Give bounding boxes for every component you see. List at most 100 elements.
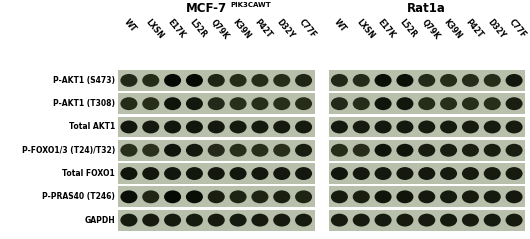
Text: WT: WT: [122, 18, 138, 34]
Text: Q79K: Q79K: [420, 18, 441, 41]
Ellipse shape: [484, 167, 501, 180]
Ellipse shape: [396, 144, 413, 157]
Ellipse shape: [186, 214, 203, 227]
Ellipse shape: [208, 144, 225, 157]
Ellipse shape: [120, 167, 137, 180]
Ellipse shape: [375, 214, 392, 227]
Text: PIK3CAWT: PIK3CAWT: [230, 2, 271, 8]
Ellipse shape: [375, 144, 392, 157]
Ellipse shape: [506, 190, 523, 203]
Ellipse shape: [273, 144, 290, 157]
Text: Total AKT1: Total AKT1: [69, 122, 115, 131]
Ellipse shape: [396, 120, 413, 133]
Ellipse shape: [506, 97, 523, 110]
Text: Rat1a: Rat1a: [408, 2, 446, 15]
Ellipse shape: [186, 167, 203, 180]
Ellipse shape: [164, 74, 181, 87]
Ellipse shape: [229, 190, 246, 203]
Ellipse shape: [251, 120, 268, 133]
Ellipse shape: [353, 144, 370, 157]
Text: E17K: E17K: [166, 18, 187, 40]
Ellipse shape: [120, 74, 137, 87]
Ellipse shape: [375, 167, 392, 180]
Text: P-AKT1 (T308): P-AKT1 (T308): [53, 99, 115, 108]
Ellipse shape: [186, 120, 203, 133]
Ellipse shape: [208, 214, 225, 227]
Ellipse shape: [164, 144, 181, 157]
Ellipse shape: [273, 97, 290, 110]
Ellipse shape: [229, 214, 246, 227]
Ellipse shape: [229, 120, 246, 133]
Text: GAPDH: GAPDH: [84, 216, 115, 225]
Ellipse shape: [418, 97, 435, 110]
Ellipse shape: [484, 97, 501, 110]
Text: Total FOXO1: Total FOXO1: [62, 169, 115, 178]
Ellipse shape: [229, 167, 246, 180]
Ellipse shape: [353, 97, 370, 110]
Ellipse shape: [462, 74, 479, 87]
Ellipse shape: [208, 74, 225, 87]
Ellipse shape: [353, 74, 370, 87]
Bar: [329, 163, 525, 184]
Ellipse shape: [506, 214, 523, 227]
Ellipse shape: [295, 97, 312, 110]
Ellipse shape: [273, 167, 290, 180]
Ellipse shape: [462, 120, 479, 133]
Text: K39N: K39N: [231, 18, 253, 41]
Bar: [118, 186, 314, 207]
Text: L52R: L52R: [398, 18, 419, 40]
Ellipse shape: [506, 144, 523, 157]
Ellipse shape: [273, 120, 290, 133]
Bar: [329, 70, 525, 91]
Text: MCF-7: MCF-7: [186, 2, 227, 15]
Ellipse shape: [208, 190, 225, 203]
Ellipse shape: [484, 190, 501, 203]
Ellipse shape: [396, 74, 413, 87]
Ellipse shape: [186, 74, 203, 87]
Ellipse shape: [120, 190, 137, 203]
Ellipse shape: [273, 214, 290, 227]
Ellipse shape: [484, 144, 501, 157]
Ellipse shape: [396, 214, 413, 227]
Ellipse shape: [142, 97, 159, 110]
Text: P-PRAS40 (T246): P-PRAS40 (T246): [42, 192, 115, 201]
Text: LXSN: LXSN: [355, 18, 376, 41]
Ellipse shape: [462, 167, 479, 180]
Ellipse shape: [484, 214, 501, 227]
Ellipse shape: [164, 167, 181, 180]
Bar: [329, 186, 525, 207]
Ellipse shape: [353, 120, 370, 133]
Ellipse shape: [418, 144, 435, 157]
Bar: [329, 210, 525, 230]
Ellipse shape: [142, 144, 159, 157]
Ellipse shape: [331, 144, 348, 157]
Ellipse shape: [440, 74, 457, 87]
Ellipse shape: [295, 144, 312, 157]
Ellipse shape: [418, 167, 435, 180]
Ellipse shape: [208, 167, 225, 180]
Ellipse shape: [331, 190, 348, 203]
Ellipse shape: [273, 190, 290, 203]
Ellipse shape: [462, 97, 479, 110]
Text: L52R: L52R: [188, 18, 208, 40]
Bar: [118, 163, 314, 184]
Ellipse shape: [375, 120, 392, 133]
Bar: [118, 93, 314, 114]
Ellipse shape: [142, 120, 159, 133]
Text: WT: WT: [332, 18, 348, 34]
Ellipse shape: [353, 190, 370, 203]
Ellipse shape: [208, 120, 225, 133]
Text: P-AKT1 (S473): P-AKT1 (S473): [53, 76, 115, 85]
Ellipse shape: [186, 190, 203, 203]
Text: D32Y: D32Y: [485, 18, 507, 41]
Text: P42T: P42T: [253, 18, 274, 40]
Ellipse shape: [251, 97, 268, 110]
Ellipse shape: [142, 74, 159, 87]
Ellipse shape: [120, 214, 137, 227]
Ellipse shape: [251, 74, 268, 87]
Ellipse shape: [251, 167, 268, 180]
Ellipse shape: [229, 74, 246, 87]
Ellipse shape: [375, 74, 392, 87]
Ellipse shape: [418, 190, 435, 203]
Ellipse shape: [440, 167, 457, 180]
